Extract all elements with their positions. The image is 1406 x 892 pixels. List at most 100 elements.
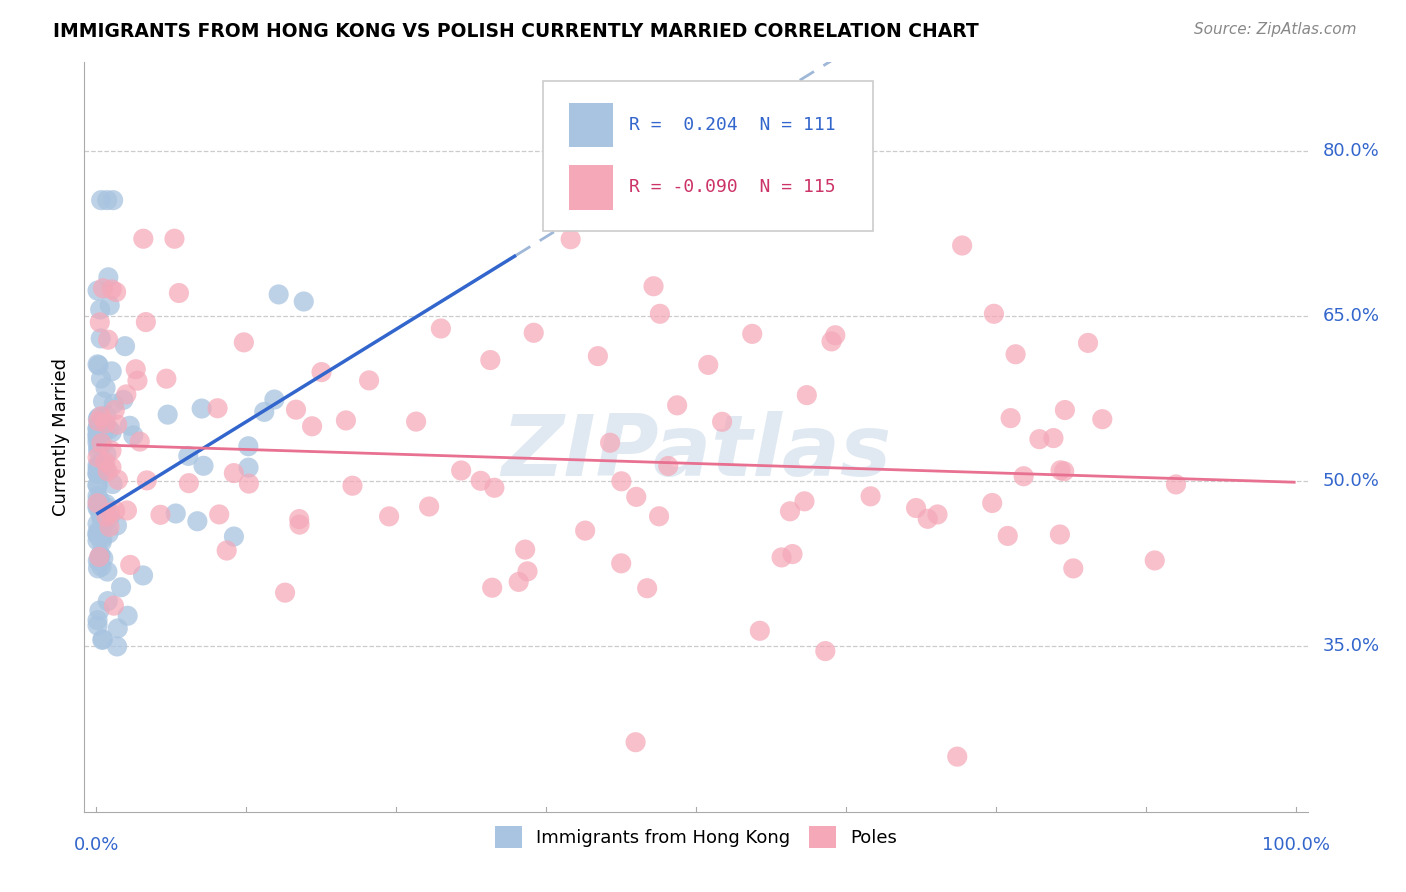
Point [711,415,734,429]
Text: 65.0%: 65.0% [1322,307,1379,325]
Point [89,551,111,566]
Point [101,477,124,491]
Point [155,372,177,386]
Point [87,461,110,475]
Point [105,640,128,654]
Point [105,417,128,432]
Point [86,436,108,450]
Point [648,509,671,524]
Point [208,508,231,522]
Point [263,392,285,407]
Point [636,581,658,595]
Text: IMMIGRANTS FROM HONG KONG VS POLISH CURRENTLY MARRIED CORRELATION CHART: IMMIGRANTS FROM HONG KONG VS POLISH CURR… [53,22,979,41]
Point [86,463,108,477]
Point [103,397,125,411]
Point [86,493,108,508]
Point [91,632,114,647]
Point [1091,412,1114,426]
Point [292,294,315,309]
Point [86,467,108,481]
Point [470,474,492,488]
Point [87,421,110,435]
Point [87,412,110,426]
Point [177,449,200,463]
Point [125,362,148,376]
Text: 100.0%: 100.0% [1261,836,1330,854]
Point [186,514,208,528]
Point [87,463,110,477]
Point [87,426,110,441]
Point [90,559,112,574]
Point [94,455,117,469]
Point [253,405,276,419]
Point [86,501,108,516]
Point [127,374,149,388]
Point [100,364,122,378]
Point [86,426,108,441]
Point [285,402,308,417]
Point [163,232,186,246]
Point [86,533,108,548]
Point [97,594,120,608]
Point [100,443,122,458]
Point [132,232,155,246]
Point [107,621,129,635]
Point [981,496,1004,510]
Point [86,496,108,510]
Point [90,535,112,549]
Point [114,339,136,353]
Point [87,526,110,541]
Point [311,365,333,379]
Point [135,474,157,488]
Point [96,409,118,423]
Point [89,315,111,329]
Point [748,624,770,638]
Point [86,613,108,627]
Text: Source: ZipAtlas.com: Source: ZipAtlas.com [1194,22,1357,37]
Point [917,512,939,526]
Point [167,285,190,300]
Point [96,447,118,461]
Point [87,414,110,428]
Point [149,508,172,522]
Point [586,349,609,363]
Point [91,461,114,475]
Point [177,476,200,491]
Point [86,357,108,371]
Point [101,193,124,207]
Point [86,428,108,442]
Point [86,618,108,632]
Point [118,418,141,433]
Point [89,549,111,564]
Point [112,392,135,407]
Point [91,551,114,566]
Point [89,604,111,618]
Point [94,462,117,476]
Point [103,599,125,613]
Point [560,232,582,246]
Point [90,193,112,207]
Point [86,467,108,482]
Point [90,511,112,525]
Point [193,458,215,473]
Point [610,475,633,489]
Point [91,394,114,409]
Point [1004,347,1026,361]
Point [96,509,118,524]
Point [1049,463,1071,477]
Point [86,499,108,513]
Point [90,466,112,480]
Point [91,438,114,452]
Text: R = -0.090  N = 115: R = -0.090 N = 115 [628,178,835,196]
Point [93,417,115,431]
Point [207,401,229,416]
Point [87,441,110,455]
Point [697,358,720,372]
FancyBboxPatch shape [569,103,613,147]
Point [288,512,311,526]
Point [117,608,139,623]
Point [96,500,118,515]
Point [666,398,689,412]
Point [1028,432,1050,446]
Point [98,511,121,525]
